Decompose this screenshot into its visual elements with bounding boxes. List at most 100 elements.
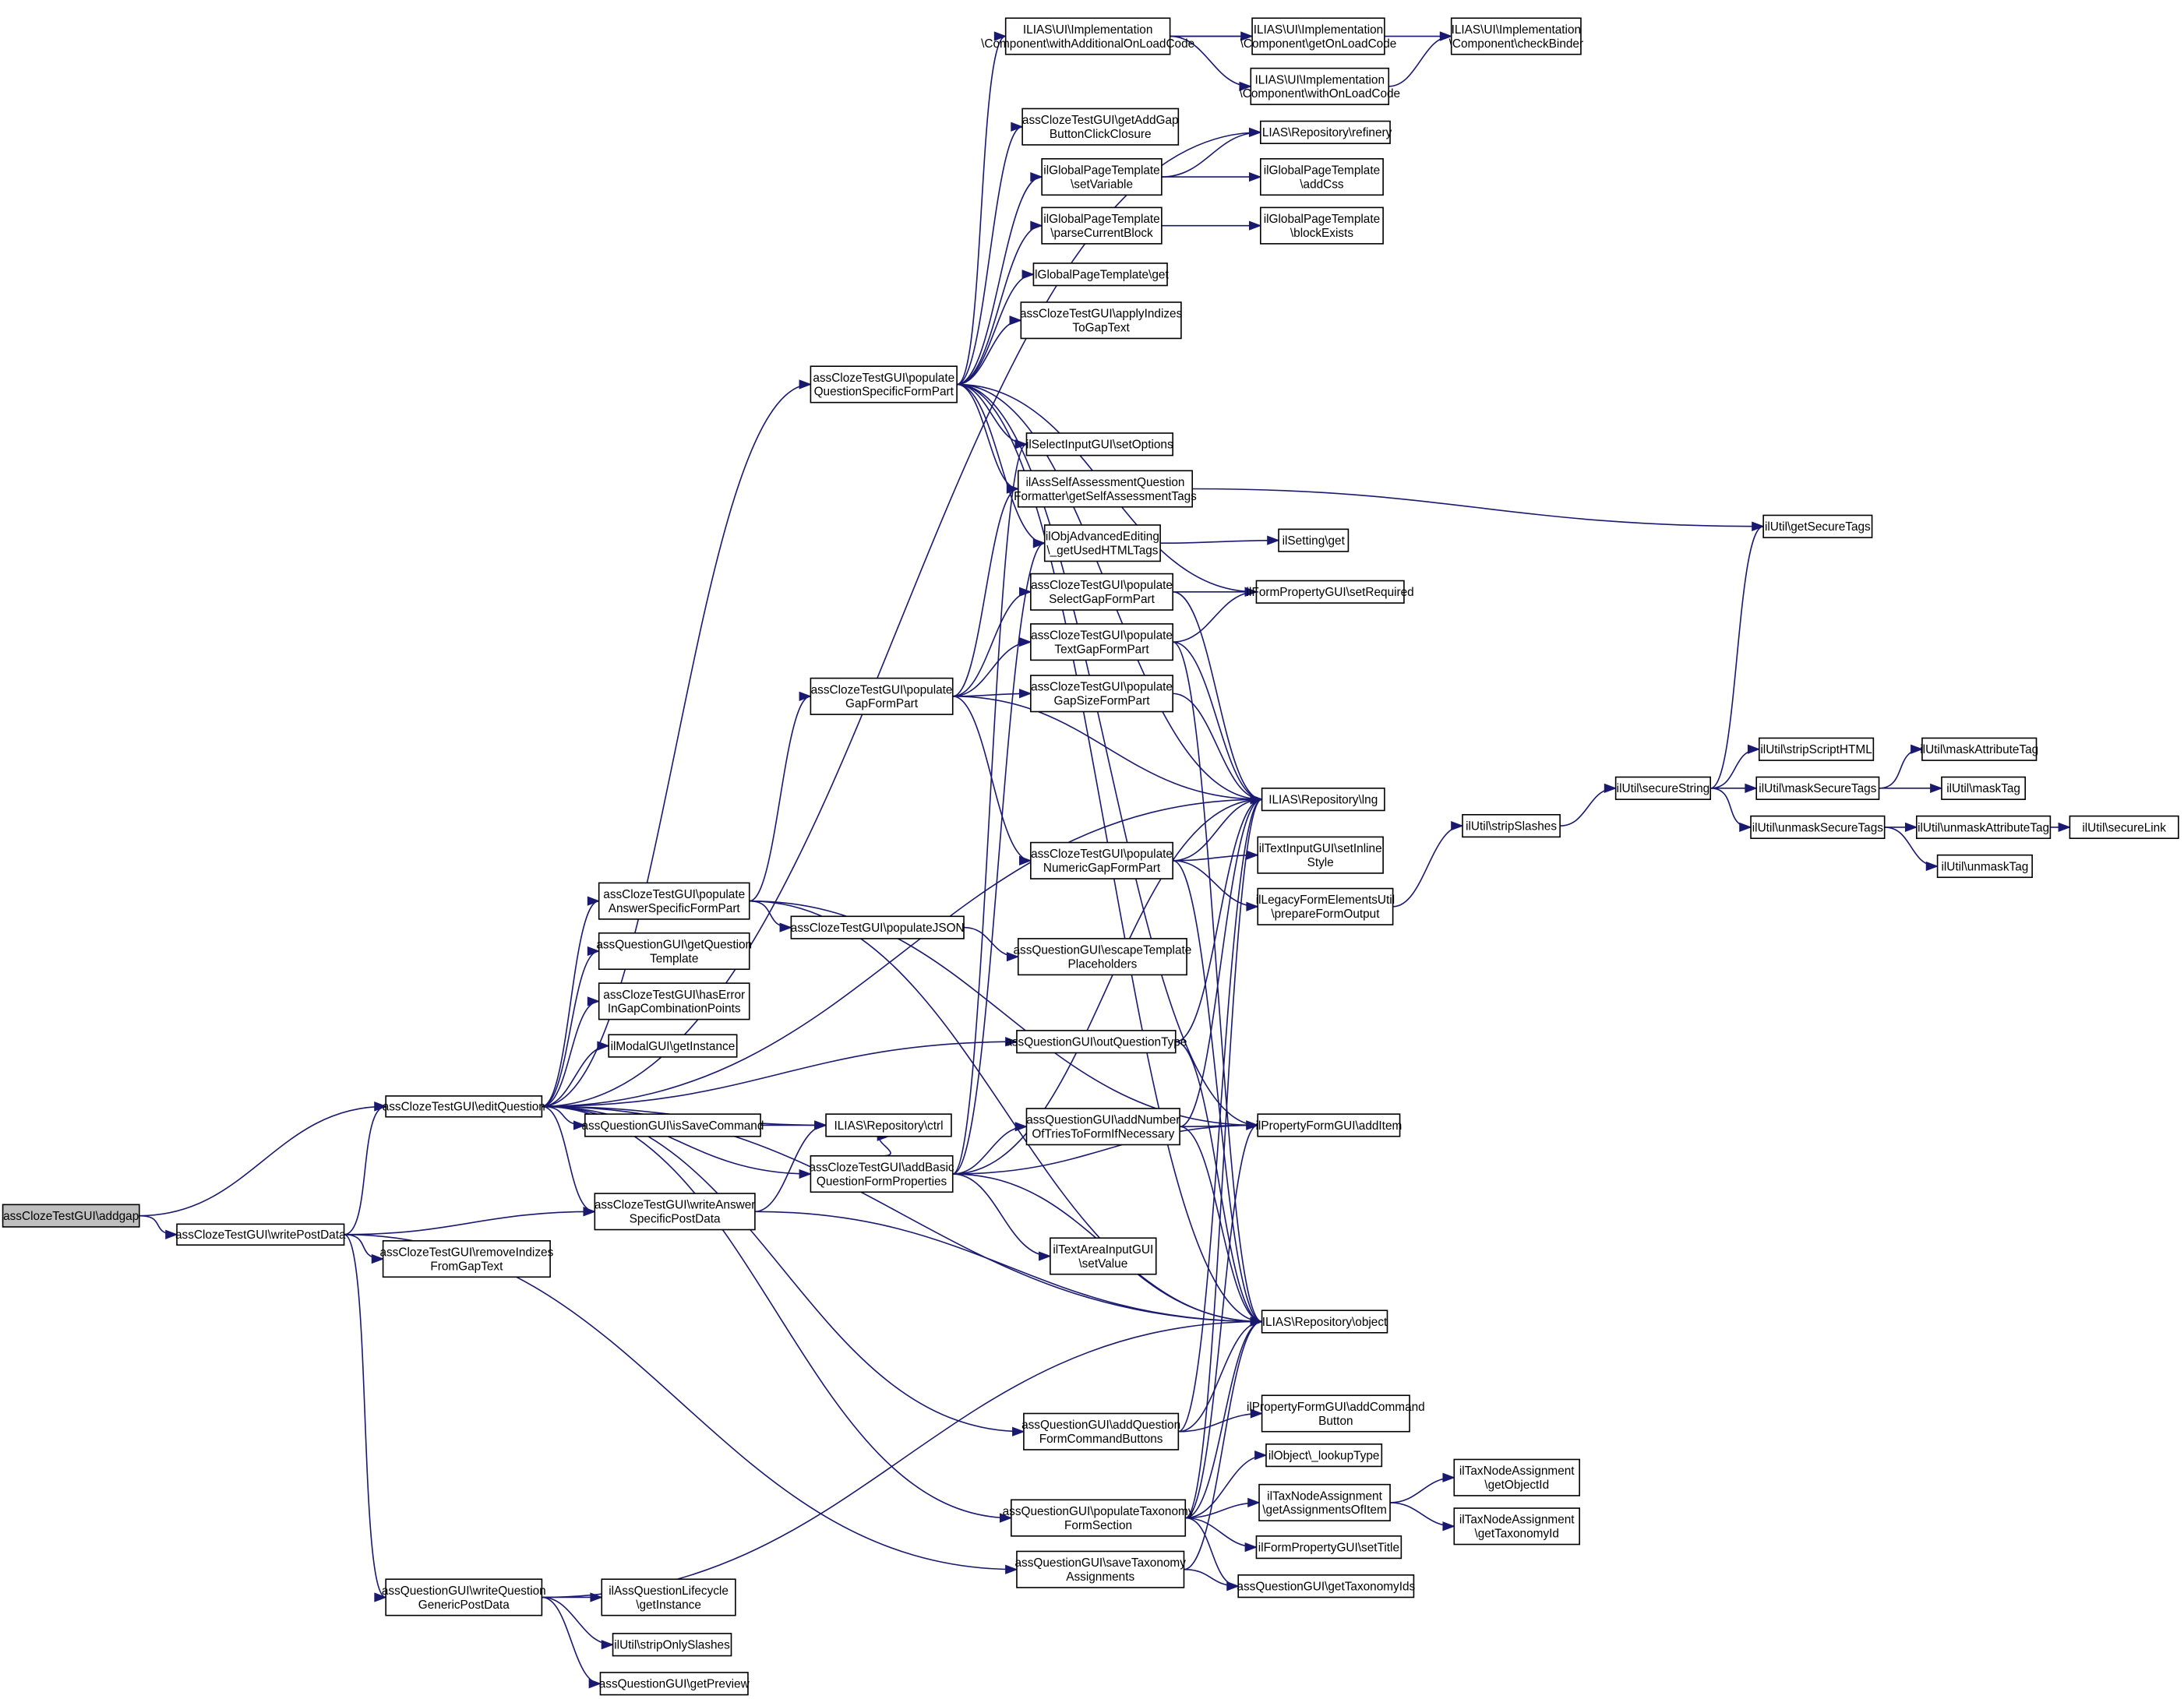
node-assquestiongui-addnumberoftriestoformifnecessary[interactable]: assQuestionGUI\addNumberOfTriesToFormIfN… xyxy=(1025,1108,1180,1146)
node-ilmodalgui-getinstance[interactable]: ilModalGUI\getInstance xyxy=(608,1034,738,1058)
node-label: \Component\getOnLoadCode xyxy=(1240,37,1397,51)
node-box xyxy=(176,1223,345,1246)
call-edge xyxy=(1175,1041,1262,1323)
node-assclozetestgui-writepostdata[interactable]: assClozeTestGUI\writePostData xyxy=(175,1223,346,1246)
node-ilutil-masksecuretags[interactable]: ilUtil\maskSecureTags xyxy=(1755,776,1880,800)
node-assquestiongui-populatetaxonomyformsection[interactable]: assQuestionGUI\populateTaxonomyFormSecti… xyxy=(1003,1499,1194,1537)
node-assclozetestgui-editquestion[interactable]: assClozeTestGUI\editQuestion xyxy=(383,1095,545,1118)
arrowhead xyxy=(1739,822,1752,833)
node-ilutil-unmasksecuretags[interactable]: ilUtil\unmaskSecureTags xyxy=(1750,815,1886,840)
node-ilias-repository-refinery[interactable]: ILIAS\Repository\refinery xyxy=(1259,120,1392,144)
node-assquestiongui-outquestiontype[interactable]: assQuestionGUI\outQuestionType xyxy=(1005,1030,1187,1054)
node-assquestiongui-gettaxonomyids[interactable]: assQuestionGUI\getTaxonomyIds xyxy=(1237,1574,1416,1599)
arrowhead xyxy=(1021,270,1035,280)
node-assquestiongui-addquestionformcommandbuttons[interactable]: assQuestionGUI\addQuestionFormCommandBut… xyxy=(1021,1412,1180,1450)
arrowhead xyxy=(590,1592,603,1602)
node-ilutil-getsecuretags[interactable]: ilUtil\getSecureTags xyxy=(1762,514,1873,538)
node-ilformpropertygui-settitle[interactable]: ilFormPropertyGUI\setTitle xyxy=(1255,1535,1402,1560)
node-assquestiongui-issavecommand[interactable]: assQuestionGUI\isSaveCommand xyxy=(581,1113,764,1137)
node-ilglobalpagetemplate-setvariable[interactable]: ilGlobalPageTemplate\setVariable xyxy=(1041,158,1163,196)
node-assclozetestgui-haserroringapcombinationpoints[interactable]: assClozeTestGUI\hasErrorInGapCombination… xyxy=(598,982,750,1020)
node-iltaxnodeassignment-gettaxonomyid[interactable]: ilTaxNodeAssignment\getTaxonomyId xyxy=(1453,1507,1580,1546)
node-ilassquestionlifecycle-getinstance[interactable]: ilAssQuestionLifecycle\getInstance xyxy=(601,1578,736,1616)
node-ilsetting-get[interactable]: ilSetting\get xyxy=(1278,528,1350,552)
node-ilutil-securestring[interactable]: ilUtil\secureString xyxy=(1614,776,1712,800)
node-ilglobalpagetemplate-addcss[interactable]: ilGlobalPageTemplate\addCss xyxy=(1259,158,1384,196)
node-assclozetestgui-populateanswerspecificformpart[interactable]: assClozeTestGUI\populateAnswerSpecificFo… xyxy=(598,882,750,920)
node-box xyxy=(1017,470,1194,508)
node-assclozetestgui-populatenumericgapformpart[interactable]: assClozeTestGUI\populateNumericGapFormPa… xyxy=(1030,841,1173,879)
call-edge xyxy=(1184,1320,1262,1570)
node-ilobject-lookuptype[interactable]: ilObject\_lookupType xyxy=(1265,1443,1383,1468)
node-ilias-repository-ctrl[interactable]: ILIAS\Repository\ctrl xyxy=(825,1113,952,1137)
node-ilpropertyformgui-additem[interactable]: ilPropertyFormGUI\addItem xyxy=(1256,1113,1402,1137)
arrowhead xyxy=(1930,783,1943,793)
node-label: \Component\checkBinder xyxy=(1449,37,1583,51)
node-iltaxnodeassignment-getassignmentsofitem[interactable]: ilTaxNodeAssignment\getAssignmentsOfItem xyxy=(1258,1483,1391,1521)
node-ilutil-striponlyslashes[interactable]: ilUtil\stripOnlySlashes xyxy=(612,1633,732,1657)
node-label: QuestionSpecificFormPart xyxy=(814,386,954,399)
node-assquestiongui-escapetemplateplaceholders[interactable]: assQuestionGUI\escapeTemplatePlaceholder… xyxy=(1014,938,1192,976)
node-ilutil-maskattributetag[interactable]: ilUtil\maskAttributeTag xyxy=(1920,737,2038,761)
node-ilias-ui-implementation-component-withadditionalonloadcode[interactable]: ILIAS\UI\Implementation\Component\withAd… xyxy=(981,17,1194,55)
node-assquestiongui-getpreview[interactable]: assQuestionGUI\getPreview xyxy=(599,1672,750,1696)
node-box xyxy=(790,915,965,939)
node-ilassselfassessmentquestionformatter-getselfassessmenttags[interactable]: ilAssSelfAssessmentQuestionFormatter\get… xyxy=(1014,470,1197,508)
node-ilformpropertygui-setrequired[interactable]: ilFormPropertyGUI\setRequired xyxy=(1247,580,1414,604)
arrowhead xyxy=(1925,861,1939,872)
node-ilutil-stripscripthtml[interactable]: ilUtil\stripScriptHTML xyxy=(1758,737,1875,761)
node-ilglobalpagetemplate-parsecurrentblock[interactable]: ilGlobalPageTemplate\parseCurrentBlock xyxy=(1041,206,1163,245)
node-ilglobalpagetemplate-get[interactable]: ilGlobalPageTemplate\get xyxy=(1032,263,1170,287)
node-ilias-ui-implementation-component-withonloadcode[interactable]: ILIAS\UI\Implementation\Component\withOn… xyxy=(1239,67,1400,105)
node-ilias-repository-lng[interactable]: ILIAS\Repository\lng xyxy=(1261,788,1385,812)
node-label: assClozeTestGUI\addBasic xyxy=(810,1161,954,1174)
node-label: \getAssignmentsOfItem xyxy=(1262,1503,1387,1517)
node-box xyxy=(1020,301,1182,340)
node-assquestiongui-writequestiongenericpostdata[interactable]: assQuestionGUI\writeQuestionGenericPostD… xyxy=(382,1578,546,1616)
node-ilglobalpagetemplate-blockexists[interactable]: ilGlobalPageTemplate\blockExists xyxy=(1259,206,1384,245)
arrowhead xyxy=(1244,587,1258,597)
node-assclozetestgui-addbasicquestionformproperties[interactable]: assClozeTestGUI\addBasicQuestionFormProp… xyxy=(810,1154,954,1193)
node-label: Formatter\getSelfAssessmentTags xyxy=(1014,490,1197,503)
call-edge xyxy=(952,1173,1050,1257)
node-ilias-ui-implementation-component-getonloadcode[interactable]: ILIAS\UI\Implementation\Component\getOnL… xyxy=(1240,17,1397,55)
call-edge xyxy=(1173,859,1262,1323)
node-ilobjadvancedediting-getusedhtmltags[interactable]: ilObjAdvancedEditing\_getUsedHTMLTags xyxy=(1043,524,1161,562)
arrowhead xyxy=(1019,855,1032,865)
node-iltextareainputgui-setvalue[interactable]: ilTextAreaInputGUI\setValue xyxy=(1050,1237,1157,1275)
node-label: ILIAS\UI\Implementation xyxy=(1023,23,1152,37)
node-ilselectinputgui-setoptions[interactable]: ilSelectInputGUI\setOptions xyxy=(1025,432,1173,456)
node-ilias-repository-object[interactable]: ILIAS\Repository\object xyxy=(1261,1309,1388,1334)
node-assclozetestgui-getaddgapbuttonclickclosure[interactable]: assClozeTestGUI\getAddGapButtonClickClos… xyxy=(1021,108,1180,146)
node-box xyxy=(601,1578,736,1616)
node-ilutil-stripslashes[interactable]: ilUtil\stripSlashes xyxy=(1462,814,1561,838)
node-assclozetestgui-populateselectgapformpart[interactable]: assClozeTestGUI\populateSelectGapFormPar… xyxy=(1030,573,1173,611)
call-edge xyxy=(344,1233,386,1599)
node-ilutil-securelink[interactable]: ilUtil\secureLink xyxy=(2069,815,2179,840)
node-box xyxy=(1259,206,1384,245)
node-ilutil-unmaskattributetag[interactable]: ilUtil\unmaskAttributeTag xyxy=(1915,815,2052,840)
node-assclozetestgui-populatequestionspecificformpart[interactable]: assClozeTestGUI\populateQuestionSpecific… xyxy=(810,365,958,404)
node-assclozetestgui-writeanswerspecificpostdata[interactable]: assClozeTestGUI\writeAnswerSpecificPostD… xyxy=(594,1193,756,1231)
node-box xyxy=(2069,815,2179,840)
call-edge xyxy=(542,798,1262,1108)
node-iltaxnodeassignment-getobjectid[interactable]: ilTaxNodeAssignment\getObjectId xyxy=(1453,1458,1580,1496)
node-ilutil-masktag[interactable]: ilUtil\maskTag xyxy=(1941,776,2027,800)
call-edge xyxy=(1185,1124,1258,1519)
node-illegacyformelementsutil-prepareformoutput[interactable]: ilLegacyFormElementsUtil\prepareFormOutp… xyxy=(1256,887,1395,925)
arrowhead xyxy=(799,691,812,701)
node-ilutil-unmasktag[interactable]: ilUtil\unmaskTag xyxy=(1936,854,2033,879)
node-assclozetestgui-populatejson[interactable]: assClozeTestGUI\populateJSON xyxy=(790,915,965,939)
node-label: assClozeTestGUI\addgap xyxy=(3,1210,139,1223)
node-ilias-ui-implementation-component-checkbinder[interactable]: ILIAS\UI\Implementation\Component\checkB… xyxy=(1449,17,1583,55)
node-assclozetestgui-addgap[interactable]: assClozeTestGUI\addgap xyxy=(2,1204,140,1228)
